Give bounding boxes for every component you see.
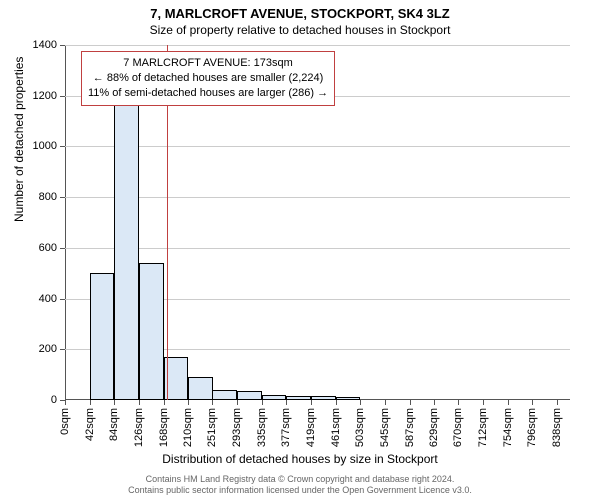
xtick-mark	[65, 400, 66, 405]
histogram-bar	[114, 101, 139, 400]
grid-line	[65, 248, 570, 249]
xtick-mark	[458, 400, 459, 405]
y-axis-label: Number of detached properties	[12, 57, 26, 222]
xtick-label: 419sqm	[305, 408, 317, 447]
xtick-label: 210sqm	[182, 408, 194, 447]
grid-line	[65, 197, 570, 198]
ytick-label: 600	[39, 242, 57, 254]
title-line-2: Size of property relative to detached ho…	[0, 21, 600, 37]
xtick-mark	[508, 400, 509, 405]
xtick-label: 670sqm	[452, 408, 464, 447]
xtick-label: 503sqm	[354, 408, 366, 447]
ytick-label: 0	[51, 394, 57, 406]
xtick-label: 461sqm	[330, 408, 342, 447]
annotation-box: 7 MARLCROFT AVENUE: 173sqm ← 88% of deta…	[81, 51, 335, 106]
xtick-label: 0sqm	[59, 408, 71, 435]
xtick-mark	[385, 400, 386, 405]
xtick-mark	[188, 400, 189, 405]
histogram-bar	[212, 390, 237, 400]
xtick-mark	[90, 400, 91, 405]
xtick-mark	[483, 400, 484, 405]
xtick-label: 838sqm	[551, 408, 563, 447]
ytick-mark	[60, 197, 65, 198]
xtick-label: 712sqm	[477, 408, 489, 447]
ytick-mark	[60, 146, 65, 147]
xtick-label: 587sqm	[404, 408, 416, 447]
ytick-label: 800	[39, 191, 57, 203]
histogram-bar	[237, 391, 262, 400]
footer-line-1: Contains HM Land Registry data © Crown c…	[0, 474, 600, 485]
xtick-mark	[336, 400, 337, 405]
ytick-mark	[60, 96, 65, 97]
xtick-label: 251sqm	[206, 408, 218, 447]
histogram-bar	[188, 377, 213, 400]
ytick-label: 1400	[33, 39, 57, 51]
footer: Contains HM Land Registry data © Crown c…	[0, 474, 600, 496]
ytick-mark	[60, 248, 65, 249]
xtick-mark	[434, 400, 435, 405]
xtick-label: 84sqm	[108, 408, 120, 441]
xtick-mark	[311, 400, 312, 405]
histogram-bar	[139, 263, 164, 400]
xtick-label: 168sqm	[158, 408, 170, 447]
annotation-line-3: 11% of semi-detached houses are larger (…	[88, 86, 328, 101]
xtick-label: 377sqm	[280, 408, 292, 447]
xtick-mark	[360, 400, 361, 405]
xtick-label: 42sqm	[84, 408, 96, 441]
annotation-line-2: ← 88% of detached houses are smaller (2,…	[88, 71, 328, 86]
histogram-bar	[262, 395, 287, 400]
ytick-label: 200	[39, 343, 57, 355]
ytick-mark	[60, 349, 65, 350]
xtick-mark	[262, 400, 263, 405]
xtick-label: 545sqm	[379, 408, 391, 447]
histogram-bar	[311, 396, 336, 400]
annotation-line-1: 7 MARLCROFT AVENUE: 173sqm	[88, 56, 328, 71]
ytick-label: 1200	[33, 90, 57, 102]
histogram-bar	[90, 273, 115, 400]
xtick-mark	[410, 400, 411, 405]
ytick-label: 1000	[33, 140, 57, 152]
xtick-mark	[286, 400, 287, 405]
xtick-label: 796sqm	[526, 408, 538, 447]
plot-area: 7 MARLCROFT AVENUE: 173sqm ← 88% of deta…	[65, 45, 570, 400]
histogram-bar	[286, 396, 311, 400]
xtick-mark	[164, 400, 165, 405]
xtick-label: 629sqm	[428, 408, 440, 447]
xtick-label: 754sqm	[502, 408, 514, 447]
xtick-label: 126sqm	[133, 408, 145, 447]
xtick-mark	[114, 400, 115, 405]
ytick-label: 400	[39, 293, 57, 305]
xtick-mark	[212, 400, 213, 405]
x-axis-label: Distribution of detached houses by size …	[0, 452, 600, 466]
xtick-label: 293sqm	[231, 408, 243, 447]
xtick-label: 335sqm	[256, 408, 268, 447]
xtick-mark	[237, 400, 238, 405]
grid-line	[65, 146, 570, 147]
histogram-bar	[336, 397, 361, 400]
xtick-mark	[532, 400, 533, 405]
ytick-mark	[60, 45, 65, 46]
ytick-mark	[60, 299, 65, 300]
y-axis-line	[65, 45, 66, 400]
title-line-1: 7, MARLCROFT AVENUE, STOCKPORT, SK4 3LZ	[0, 0, 600, 21]
xtick-mark	[557, 400, 558, 405]
footer-line-2: Contains public sector information licen…	[0, 485, 600, 496]
chart-container: 7, MARLCROFT AVENUE, STOCKPORT, SK4 3LZ …	[0, 0, 600, 500]
grid-line	[65, 45, 570, 46]
xtick-mark	[139, 400, 140, 405]
